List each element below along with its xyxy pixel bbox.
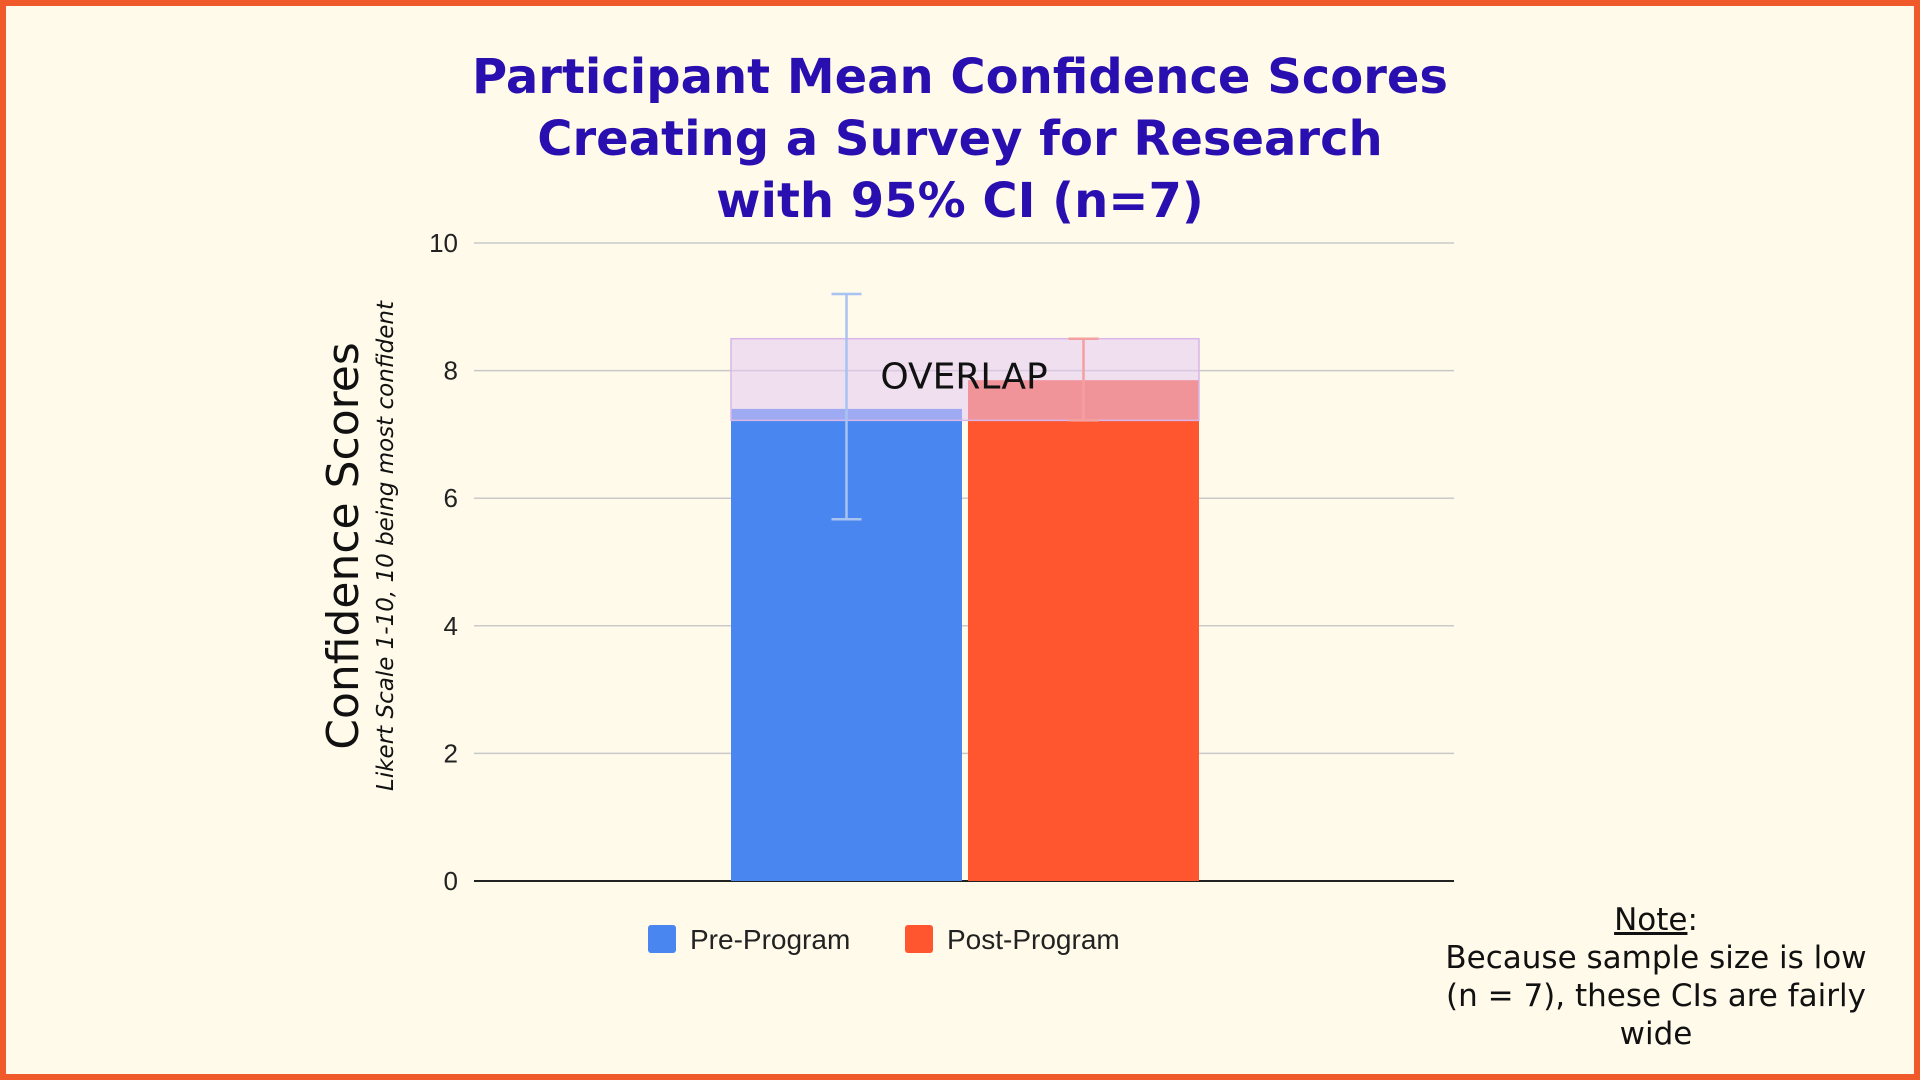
bar-chart: 0 2 4 6 8 10 OVERLAP Confidence Scores Likert Sc… <box>318 228 1454 955</box>
y-tick-label-0: 0 <box>444 866 458 896</box>
title-line-1: Participant Mean Confidence Scores <box>472 49 1448 105</box>
title-line-3: with 95% CI (n=7) <box>716 173 1204 229</box>
y-axis-label: Confidence Scores <box>318 342 369 750</box>
note-label: Note <box>1614 902 1688 938</box>
chart-frame: Participant Mean Confidence Scores Creat… <box>6 6 1914 1074</box>
y-tick-label-6: 6 <box>444 483 458 513</box>
note-line-3: wide <box>1619 1016 1693 1052</box>
legend-swatch-1 <box>648 925 676 953</box>
note-line-1: Because sample size is low <box>1445 940 1867 976</box>
legend-label-1: Pre-Program <box>690 924 850 955</box>
y-tick-label-10: 10 <box>429 228 458 258</box>
chart-title: Participant Mean Confidence Scores Creat… <box>6 46 1914 232</box>
y-tick-label-8: 8 <box>444 356 458 386</box>
legend-swatch-2 <box>905 925 933 953</box>
note-colon: : <box>1687 902 1698 938</box>
note-box: Note: Because sample size is low (n = 7)… <box>1406 901 1906 1053</box>
y-tick-label-4: 4 <box>444 611 458 641</box>
note-line-2: (n = 7), these CIs are fairly <box>1446 978 1866 1014</box>
y-tick-label-2: 2 <box>444 738 458 768</box>
y-axis-sublabel: Likert Scale 1-10, 10 being most confide… <box>373 300 399 791</box>
overlap-label: OVERLAP <box>880 357 1047 398</box>
bar-post-program <box>968 380 1199 881</box>
overlap-band <box>730 337 1200 422</box>
legend-label-2: Post-Program <box>947 924 1120 955</box>
title-line-2: Creating a Survey for Research <box>537 111 1383 167</box>
